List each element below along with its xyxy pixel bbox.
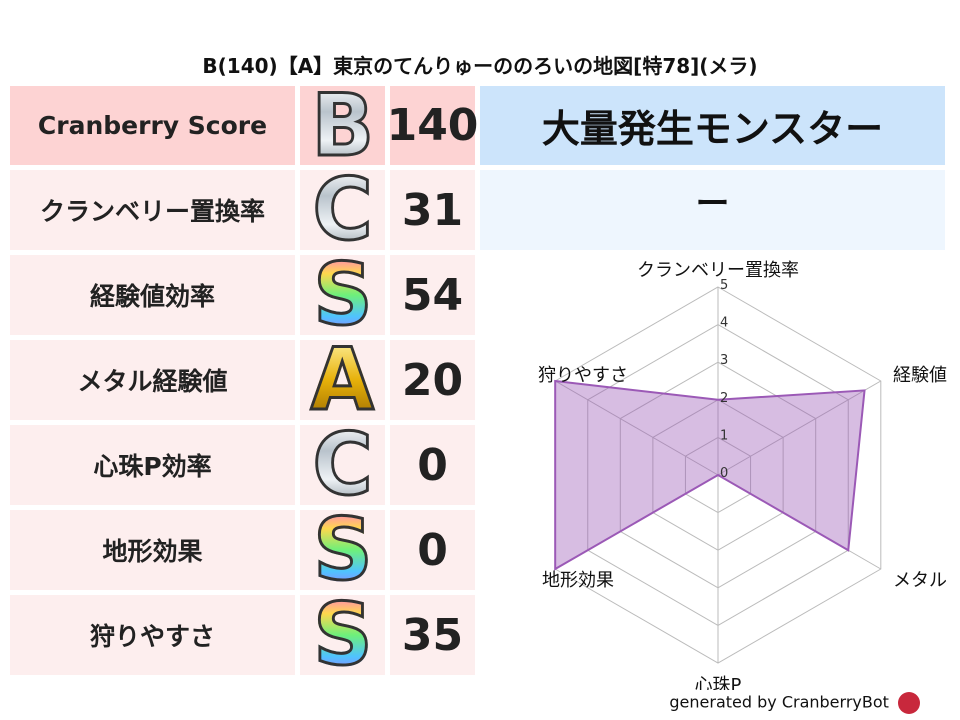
axis-label: 経験値 [893,365,947,386]
grade-badge: B [300,81,385,170]
grade-badge: S [300,245,385,345]
radar-series [554,379,866,571]
grade-letter: A [309,330,375,430]
row-score: 35 [390,595,475,675]
grade-badge: C [300,160,385,260]
tick-label: 1 [720,428,728,443]
grade-letter: S [312,245,374,345]
axis-label: 地形効果 [542,570,614,591]
row-label: 経験値効率 [10,255,295,335]
page-title: B(140)【A】東京のてんりゅーののろいの地図[特78](メラ) [202,54,758,78]
row-label: メタル経験値 [10,340,295,420]
tick-label: 3 [720,353,728,368]
row-score: 31 [390,170,475,250]
tick-label: 5 [720,278,728,293]
axis-label: クランベリー置換率 [637,260,799,281]
panel-heading: 大量発生モンスター [480,86,945,165]
tick-label: 2 [720,391,728,406]
grade-letter: S [312,500,374,600]
grade-badge: S [300,500,385,600]
panel-value: ー [480,170,945,250]
row-label: クランベリー置換率 [10,170,295,250]
grade-badge: S [300,585,385,685]
row-score: 0 [390,425,475,505]
grade-badge: A [300,330,385,430]
row-score: 20 [390,340,475,420]
row-label: 地形効果 [10,510,295,590]
grade-badge: C [300,415,385,515]
row-label: Cranberry Score [10,86,295,165]
footer-text: generated by CranberryBot [669,692,889,712]
cranberry-logo-icon [898,692,920,714]
row-label: 心珠P効率 [10,425,295,505]
axis-label: 心珠P [695,675,742,690]
grade-letter: S [312,585,374,685]
footer-credit: generated by CranberryBot [669,692,920,714]
row-score: 0 [390,510,475,590]
row-label: 狩りやすさ [10,595,295,675]
grid-spoke [554,380,719,476]
tick-label: 4 [720,316,728,331]
axis-label: 狩りやすさ [538,365,628,386]
row-score: 140 [387,86,478,165]
grade-letter: B [310,75,375,176]
grade-letter: C [311,160,374,260]
row-score: 54 [390,255,475,335]
axis-label: メタル [893,570,947,591]
grid-spoke [717,380,882,476]
grade-letter: C [311,415,374,515]
tick-label: 0 [720,466,728,481]
